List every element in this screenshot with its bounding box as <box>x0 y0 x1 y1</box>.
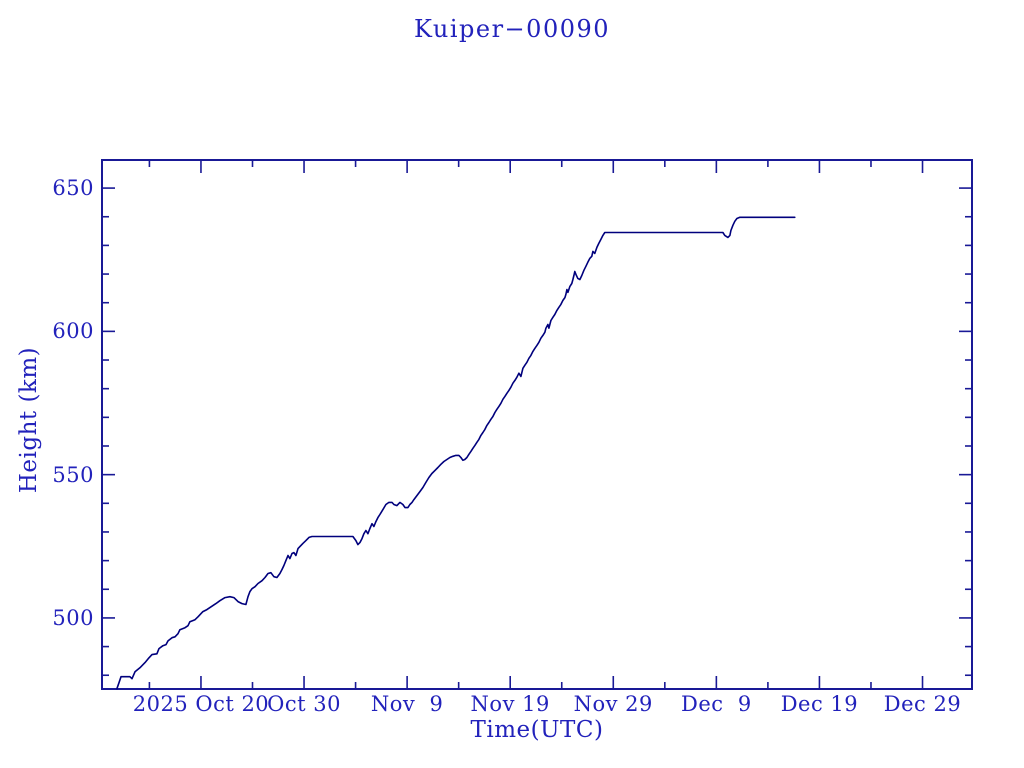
x-tick-label: Nov 9 <box>370 692 444 716</box>
height-curve <box>116 216 796 690</box>
x-tick-label: 2025 Oct 20 <box>132 692 270 716</box>
x-axis-title: Time(UTC) <box>470 717 604 743</box>
x-tick-label: Oct 30 <box>267 692 341 716</box>
x-tick-label: Nov 29 <box>573 692 653 716</box>
x-tick-label: Dec 19 <box>780 692 859 716</box>
x-tick-label: Dec 29 <box>883 692 962 716</box>
y-tick-label: 500 <box>52 605 94 630</box>
plot-frame <box>101 159 973 690</box>
y-tick-label: 600 <box>52 319 94 344</box>
x-tick-label: Nov 19 <box>470 692 550 716</box>
y-tick-label: 650 <box>52 176 94 201</box>
x-tick-label: Dec 9 <box>680 692 752 716</box>
chart-title: Kuiper−00090 <box>413 15 611 43</box>
y-tick-label: 550 <box>52 462 94 487</box>
